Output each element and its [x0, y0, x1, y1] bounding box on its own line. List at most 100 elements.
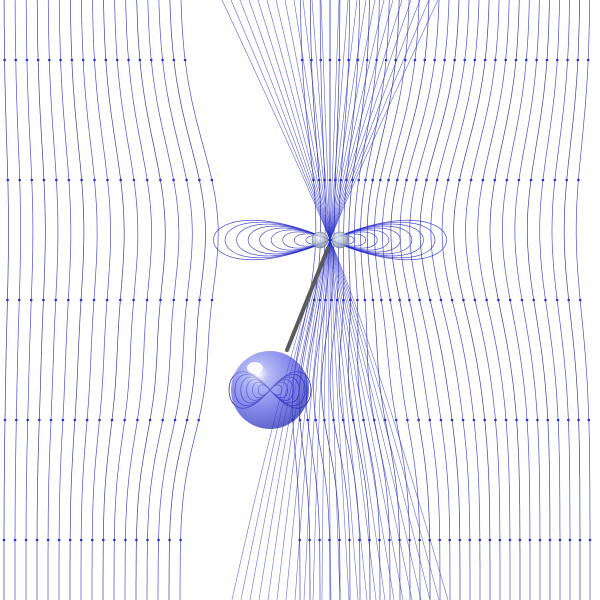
field-arrow-marker	[329, 298, 333, 302]
dipole-loop-left	[247, 225, 331, 255]
field-arrow-marker	[198, 298, 201, 302]
field-line	[465, 0, 501, 600]
dipole-fan-up	[329, 0, 439, 241]
field-arrow-marker	[443, 58, 446, 62]
dipole-fan-down	[294, 239, 331, 600]
dipole-loop-right	[329, 231, 378, 249]
field-arrow-marker	[384, 58, 388, 62]
dipole-fan-down	[321, 239, 331, 600]
field-arrow-marker	[93, 58, 96, 62]
field-arrow-marker	[14, 58, 18, 62]
field-arrow-marker	[161, 58, 164, 62]
field-arrow-marker	[453, 58, 456, 62]
field-arrow-marker	[308, 538, 311, 542]
field-arrow-marker	[314, 418, 318, 422]
field-arrow-marker	[310, 58, 313, 62]
dipole-fan-up	[329, 0, 403, 241]
dipole-fan-up	[329, 0, 358, 241]
field-arrow-marker	[588, 538, 592, 542]
field-arrow-marker	[494, 58, 497, 62]
field-arrow-marker	[185, 298, 189, 302]
field-arrow-marker	[478, 538, 482, 542]
field-arrow-marker	[124, 538, 127, 542]
field-arrow-marker	[504, 58, 507, 62]
field-arrow-marker	[578, 538, 582, 542]
dipole-fan-down	[329, 239, 350, 600]
field-arrow-marker	[508, 538, 512, 542]
field-arrow-marker	[173, 418, 177, 422]
field-arrow-marker	[337, 58, 341, 62]
field-arrow-marker	[546, 418, 550, 422]
field-arrow-marker	[132, 178, 136, 182]
dipole-fan-up	[329, 0, 430, 241]
field-arrow-marker	[146, 538, 149, 542]
field-arrow-marker	[356, 298, 359, 302]
dipole-fan-down	[303, 239, 331, 600]
charged-sphere-icon	[231, 351, 309, 429]
field-arrow-marker	[185, 178, 188, 182]
field-arrow-marker	[380, 298, 383, 302]
field-arrow-marker	[508, 298, 512, 302]
field-arrow-marker	[428, 418, 432, 422]
dipole-fan-down	[329, 239, 413, 600]
field-arrow-marker	[463, 58, 467, 62]
field-arrow-marker	[586, 58, 590, 62]
field-arrow-marker	[106, 178, 109, 182]
field-arrow-marker	[418, 538, 421, 542]
field-arrow-marker	[515, 418, 518, 422]
field-arrow-marker	[67, 178, 71, 182]
field-arrow-marker	[450, 418, 454, 422]
field-arrow-marker	[378, 538, 381, 542]
field-arrow-marker	[179, 538, 182, 542]
field-arrow-marker	[535, 58, 538, 62]
dipole-fan-up	[329, 0, 385, 241]
field-arrow-marker	[57, 538, 61, 542]
dipole-fan-down	[329, 239, 341, 600]
field-arrow-marker	[29, 298, 33, 302]
field-arrow-marker	[371, 298, 375, 302]
dipole-fan-down	[329, 239, 377, 600]
field-arrow-marker	[448, 538, 452, 542]
field-arrow-marker	[446, 178, 450, 182]
field-arrow-marker	[159, 298, 162, 302]
field-arrow-marker	[556, 418, 560, 422]
field-arrow-marker	[338, 538, 341, 542]
dipole-fan-up	[302, 0, 331, 241]
field-arrow-marker	[357, 178, 361, 182]
field-arrow-marker	[161, 418, 164, 422]
field-arrow-marker	[3, 418, 7, 422]
field-arrow-marker	[6, 178, 10, 182]
field-arrow-marker	[528, 538, 532, 542]
field-arrow-marker	[210, 178, 214, 182]
field-arrow-marker	[417, 418, 420, 422]
field-arrow-marker	[388, 298, 392, 302]
magnet-dipole-icon	[311, 231, 329, 249]
field-arrow-marker	[548, 538, 552, 542]
field-arrow-marker	[405, 178, 408, 182]
field-arrow-marker	[17, 298, 21, 302]
field-arrow-marker	[553, 178, 557, 182]
dipole-loop-left	[236, 223, 331, 257]
dipole-fan-down	[329, 239, 404, 600]
field-arrow-marker	[46, 538, 50, 542]
field-arrow-marker	[364, 178, 367, 182]
field-arrow-marker	[555, 58, 559, 62]
field-arrow-marker	[13, 538, 17, 542]
dipole-fan-down	[276, 239, 331, 600]
field-arrow-marker	[92, 298, 96, 302]
field-arrow-marker	[473, 298, 477, 302]
field-arrow-marker	[98, 418, 101, 422]
dipole-fan-down	[329, 239, 368, 600]
dipole-loop-right	[329, 223, 424, 257]
field-arrow-marker	[383, 418, 387, 422]
field-arrow-marker	[529, 178, 533, 182]
field-arrow-marker	[473, 58, 477, 62]
field-arrow-marker	[545, 58, 549, 62]
field-arrow-marker	[395, 178, 399, 182]
field-arrow-marker	[483, 58, 487, 62]
field-arrow-marker	[517, 178, 521, 182]
field-arrow-marker	[428, 298, 432, 302]
field-arrow-marker	[347, 58, 350, 62]
dipole-fan-down	[329, 239, 449, 600]
dipole-loop-left	[224, 221, 331, 259]
